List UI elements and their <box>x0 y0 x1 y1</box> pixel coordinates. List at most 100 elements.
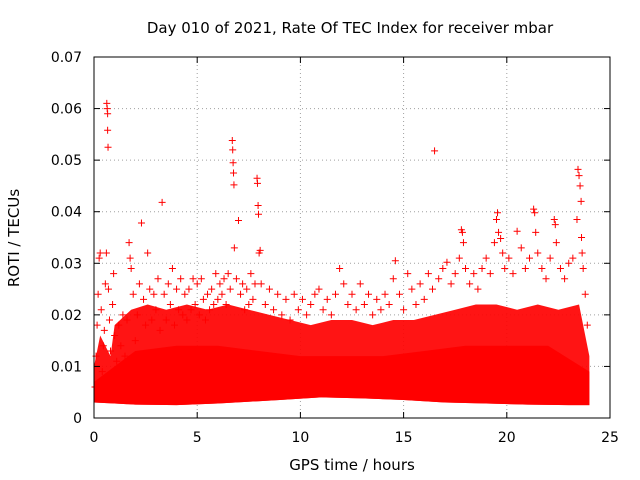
data-point <box>499 249 507 257</box>
data-point <box>127 264 135 272</box>
data-point <box>576 182 584 190</box>
y-axis-title: ROTI / TECUs <box>5 189 23 287</box>
data-point <box>220 275 228 283</box>
data-point <box>257 280 265 288</box>
data-point <box>348 290 356 298</box>
data-point <box>531 209 539 217</box>
data-point <box>123 316 131 324</box>
data-point <box>256 246 264 254</box>
data-point <box>577 197 585 205</box>
data-point <box>265 285 273 293</box>
data-point <box>542 275 550 283</box>
y-axis-ticks: 0 0.01 0.02 0.03 0.04 0.05 0.06 0.07 <box>51 50 610 427</box>
data-point <box>162 316 170 324</box>
data-point <box>462 264 470 272</box>
data-point <box>232 275 240 283</box>
data-point <box>579 264 587 272</box>
data-point <box>561 275 569 283</box>
data-point <box>431 147 439 155</box>
y-tick-label: 0.06 <box>51 102 82 118</box>
data-point <box>101 280 109 288</box>
data-point <box>150 290 158 298</box>
data-point <box>104 126 112 134</box>
data-point <box>121 352 129 360</box>
data-point <box>133 311 141 319</box>
data-point <box>204 290 212 298</box>
data-point <box>224 270 232 278</box>
data-point <box>111 331 119 339</box>
data-point <box>327 311 335 319</box>
dense-band-core <box>94 345 590 406</box>
x-tick-label: 20 <box>498 430 516 446</box>
data-point <box>458 228 466 236</box>
y-tick-label: 0.03 <box>51 256 82 272</box>
data-point <box>352 306 360 314</box>
data-point <box>482 254 490 262</box>
data-point <box>509 270 517 278</box>
data-point <box>102 249 110 257</box>
data-point <box>492 215 500 223</box>
data-point <box>319 306 327 314</box>
data-point <box>94 290 102 298</box>
data-point <box>253 179 261 187</box>
data-point <box>104 285 112 293</box>
data-point <box>115 321 123 329</box>
data-point <box>538 264 546 272</box>
data-point <box>152 306 160 314</box>
data-point <box>228 137 236 145</box>
data-point <box>230 244 238 252</box>
data-point <box>459 239 467 247</box>
data-point <box>119 311 127 319</box>
data-point <box>400 306 408 314</box>
data-point <box>229 146 237 154</box>
data-point <box>197 275 205 283</box>
data-point <box>583 321 591 329</box>
data-point <box>490 239 498 247</box>
data-point <box>565 259 573 267</box>
data-point <box>474 285 482 293</box>
data-point <box>113 357 121 365</box>
data-point <box>109 301 117 309</box>
data-point <box>135 280 143 288</box>
data-point <box>517 244 525 252</box>
data-point <box>455 254 463 262</box>
data-point <box>578 249 586 257</box>
data-point <box>243 285 251 293</box>
data-point <box>96 249 104 257</box>
data-point <box>340 280 348 288</box>
data-point <box>173 285 181 293</box>
data-point <box>164 280 172 288</box>
y-tick-label: 0.02 <box>51 308 82 324</box>
data-point <box>241 306 249 314</box>
x-tick-label: 10 <box>291 430 309 446</box>
data-point <box>550 215 558 223</box>
data-point <box>245 301 253 309</box>
data-point <box>105 316 113 324</box>
data-point <box>404 270 412 278</box>
data-point <box>154 275 162 283</box>
data-point <box>323 295 331 303</box>
data-point <box>331 290 339 298</box>
data-point <box>373 295 381 303</box>
data-point <box>93 321 101 329</box>
data-point <box>148 316 156 324</box>
data-point <box>131 337 139 345</box>
data-point <box>294 306 302 314</box>
x-tick-label: 25 <box>601 430 619 446</box>
data-point <box>569 254 577 262</box>
data-point <box>107 347 115 355</box>
data-point <box>144 249 152 257</box>
data-point <box>391 257 399 265</box>
data-point <box>146 285 154 293</box>
y-tick-label: 0.04 <box>51 205 82 221</box>
y-tick-label: 0 <box>73 411 82 427</box>
data-point <box>356 280 364 288</box>
data-point <box>505 254 513 262</box>
data-point <box>142 321 150 329</box>
data-point <box>168 264 176 272</box>
data-point <box>344 301 352 309</box>
data-point <box>230 181 238 189</box>
data-point <box>416 280 424 288</box>
data-point <box>137 219 145 227</box>
data-points <box>91 99 591 391</box>
